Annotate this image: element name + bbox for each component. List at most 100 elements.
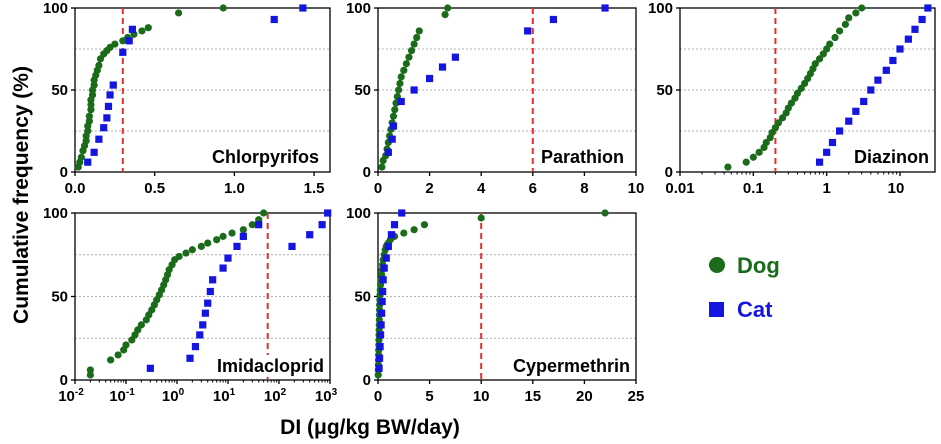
y-tick-label: 100 [648, 0, 673, 17]
cat-point [380, 264, 388, 272]
x-tick-label: 4 [477, 180, 486, 197]
x-tick-label: 1.5 [304, 180, 325, 197]
dog-point [477, 214, 485, 222]
dog-point [415, 27, 423, 35]
x-tick-label: 1 [823, 180, 831, 197]
dog-point [138, 27, 146, 35]
cat-point [204, 299, 212, 307]
cat-point [100, 124, 108, 132]
dog-point [95, 61, 103, 69]
y-tick-label: 0 [665, 164, 673, 181]
dog-point [182, 249, 190, 257]
x-tick-label: 1.0 [224, 180, 245, 197]
cat-point [199, 321, 207, 329]
dog-point [410, 226, 418, 234]
dog-point [134, 326, 142, 334]
cat-point [239, 232, 247, 240]
cat-point [125, 37, 133, 45]
x-tick-label: 8 [580, 180, 588, 197]
dog-point [400, 229, 408, 237]
dog-point [845, 14, 853, 22]
cat-point [384, 148, 392, 156]
panel-title-bg [509, 355, 633, 377]
dog-point [858, 4, 866, 12]
dog-point [137, 321, 145, 329]
dog-point [174, 9, 183, 17]
panel-title: Diazinon [854, 147, 929, 167]
dog-point [407, 47, 416, 55]
x-tick-label: 10 [473, 388, 490, 405]
cat-point [601, 4, 609, 12]
dog-point [397, 73, 405, 81]
y-tick-label: 50 [354, 82, 371, 99]
x-tick-label: 10 [628, 180, 645, 197]
cat-point [388, 135, 396, 143]
cat-point [95, 135, 103, 143]
y-tick-label: 0 [60, 164, 68, 181]
dog-point [755, 148, 763, 156]
dog-point [188, 246, 196, 254]
dog-point [175, 252, 183, 261]
x-tick-label: 102 [264, 387, 287, 405]
legend-cat-label: Cat [737, 297, 773, 322]
cat-point [378, 297, 386, 306]
cat-point [924, 4, 932, 12]
y-tick-label: 100 [43, 205, 68, 222]
cat-point [224, 254, 232, 262]
cat-point [84, 158, 92, 166]
cat-point [896, 45, 904, 53]
dog-point [87, 101, 95, 109]
cat-point [438, 63, 447, 71]
cat-point [867, 86, 875, 94]
x-tick-label: 103 [315, 387, 338, 405]
cat-point [410, 86, 418, 94]
legend-cat-marker [709, 302, 724, 317]
x-tick-label: 0.5 [144, 180, 165, 197]
x-tick-label: 10-2 [58, 387, 84, 405]
cat-point [255, 221, 263, 229]
x-tick-label: 5 [425, 388, 433, 405]
legend-dog-marker [709, 257, 725, 273]
dog-point [107, 356, 115, 364]
cat-point [288, 242, 296, 250]
dog-point [219, 4, 227, 12]
x-tick-label: 0.01 [665, 180, 694, 197]
y-axis-label: Cumulative frequency (%) [10, 66, 33, 324]
dog-point [441, 10, 449, 19]
dog-point [248, 221, 256, 229]
panel-title: Cypermethrin [513, 356, 630, 376]
cat-point [299, 4, 307, 12]
cat-point [382, 254, 390, 262]
dog-point [774, 119, 783, 127]
dog-point [778, 114, 787, 122]
dog-point [787, 99, 795, 107]
dog-point [396, 79, 404, 88]
dog-point [111, 40, 119, 48]
x-tick-label: 101 [213, 387, 236, 405]
dog-point [144, 24, 152, 32]
y-tick-label: 0 [363, 372, 371, 389]
cat-point [375, 354, 384, 362]
cat-point [219, 264, 227, 272]
cat-point [451, 53, 459, 61]
dog-point [84, 127, 92, 135]
cat-point [835, 127, 844, 135]
dog-point [420, 221, 429, 229]
cat-point [904, 35, 912, 43]
cat-point [889, 56, 897, 65]
dog-point [122, 341, 130, 349]
dog-point [749, 153, 757, 161]
cat-point [379, 276, 387, 284]
cat-point [384, 242, 392, 250]
panel-title-bg [213, 355, 327, 377]
cat-point [90, 148, 98, 156]
dog-point [86, 371, 94, 379]
panel-imidacloprid: 0 50 100 10-2 10-1 100 101 102 103 Imidacloprid [43, 205, 338, 405]
y-tick-label: 50 [51, 82, 68, 99]
dog-point [601, 209, 609, 217]
dog-point [444, 4, 452, 12]
dog-point [852, 9, 860, 17]
dog-point [413, 33, 421, 42]
cat-point [376, 331, 385, 339]
cat-point [119, 48, 127, 56]
